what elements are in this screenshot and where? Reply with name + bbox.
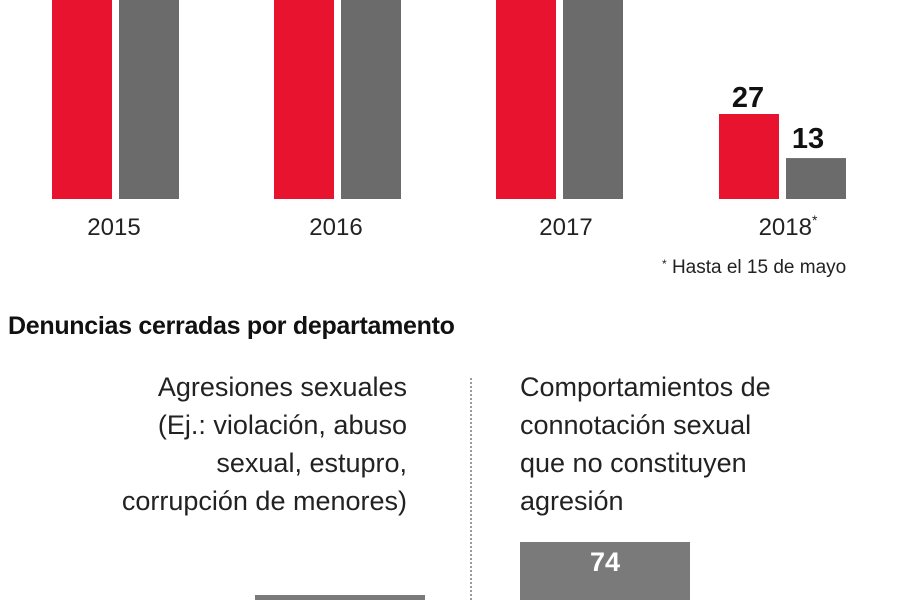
dotted-divider: [470, 378, 472, 600]
year-label-2016: 2016: [309, 214, 363, 241]
bar-2015-series-1: [52, 0, 112, 199]
year-label-2015: 2015: [87, 214, 141, 241]
bar-2018-series-1: [719, 114, 779, 199]
bar-2017-series-1: [496, 0, 556, 199]
department-right-line-3: que no constituyen: [520, 448, 747, 478]
section-title: Denuncias cerradas por departamento: [8, 312, 455, 340]
bar-agresiones: [255, 595, 425, 600]
bar-2015-series-2: [119, 0, 179, 199]
department-left-line-4: corrupción de menores): [121, 486, 407, 516]
bar-comportamientos: 74: [520, 542, 690, 600]
yearly-bar-chart: [52, 0, 846, 199]
department-agresiones-sexuales: Agresiones sexuales (Ej.: violación, abu…: [27, 368, 407, 520]
department-left-line-3: sexual, estupro,: [216, 448, 407, 478]
department-left-line-1: Agresiones sexuales: [157, 372, 407, 402]
bar-2017-series-2: [563, 0, 623, 199]
value-label-2018-gray: 13: [791, 123, 825, 155]
department-left-line-2: (Ej.: violación, abuso: [157, 410, 407, 440]
bar-2016-series-2: [341, 0, 401, 199]
department-comportamientos: Comportamientos de connotación sexual qu…: [520, 368, 880, 520]
year-label-2017: 2017: [539, 214, 593, 241]
footnote-text: Hasta el 15 de mayo: [671, 257, 847, 278]
department-right-line-4: agresión: [520, 486, 624, 516]
bar-comportamientos-value: 74: [589, 547, 621, 577]
bar-2016-series-1: [274, 0, 334, 199]
footnote-marker: *: [662, 257, 667, 271]
department-right-line-1: Comportamientos de: [520, 372, 771, 402]
value-label-2018-red: 27: [731, 82, 765, 114]
footnote: * Hasta el 15 de mayo: [662, 257, 846, 279]
bar-2018-series-2: [786, 158, 846, 199]
year-label-2018: 2018*: [758, 212, 818, 241]
department-right-line-2: connotación sexual: [520, 410, 752, 440]
